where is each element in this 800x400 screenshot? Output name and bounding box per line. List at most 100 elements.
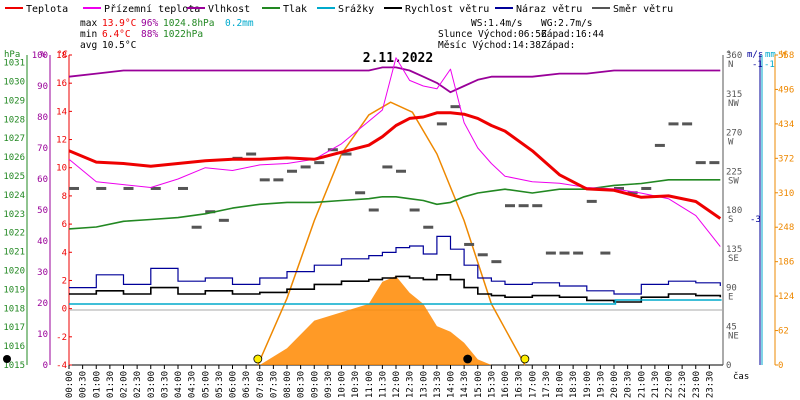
compass-tick-label: NW [728, 99, 739, 109]
stats-min-press: 1022hPa [163, 29, 203, 40]
axis-label-ms: m/s [747, 50, 763, 60]
x-tick-label: 22:00 [665, 371, 675, 398]
series-radiation-area [69, 276, 721, 365]
x-tick-label: 21:30 [651, 371, 661, 398]
hpa-tick-label: 1023 [3, 210, 25, 220]
hpa-tick-label: 1022 [3, 229, 25, 239]
temp-tick-label: 10 [56, 164, 67, 174]
hpa-tick-label: 1016 [3, 342, 25, 352]
hpa-tick-label: 1025 [3, 172, 25, 182]
x-tick-label: 10:30 [351, 371, 361, 398]
x-tick-label: 14:00 [447, 371, 457, 398]
hpa-tick-label: 1028 [3, 115, 25, 125]
x-tick-label: 01:00 [92, 371, 102, 398]
x-tick-label: 00:30 [79, 371, 89, 398]
stats-max-press: 1024.8hPa [163, 18, 214, 29]
x-tick-label: 17:00 [528, 371, 538, 398]
x-tick-label: 11:30 [378, 371, 388, 398]
direction-tick-label: 270 [726, 129, 742, 139]
x-tick-label: 04:00 [174, 371, 184, 398]
x-tick-label: 17:30 [542, 371, 552, 398]
x-tick-label: 22:30 [678, 371, 688, 398]
compass-tick-label: SW [728, 176, 739, 186]
plot-area [3, 57, 722, 366]
stats-sun-set: Západ:16:44 [541, 29, 604, 40]
x-tick-label: 12:00 [392, 371, 402, 398]
x-tick-label: 13:30 [433, 371, 443, 398]
x-tick-label: 12:30 [406, 371, 416, 398]
x-tick-label: 19:30 [596, 371, 606, 398]
x-tick-label: 08:00 [283, 371, 293, 398]
hpa-tick-label: 1029 [3, 96, 25, 106]
stats-wg: WG:2.7m/s [541, 18, 592, 29]
compass-tick-label: W [728, 138, 734, 148]
pct-tick-label: 40 [37, 237, 48, 247]
x-tick-label: 00:00 [65, 371, 75, 398]
x-tick-label: 06:30 [242, 371, 252, 398]
direction-tick-label: 45 [726, 322, 737, 332]
legend-label-vlhkost: Vlhkost [208, 4, 250, 15]
x-tick-label: 20:30 [624, 371, 634, 398]
direction-tick-label: 225 [726, 167, 742, 177]
marker-moonrise [463, 354, 473, 364]
axis-label-hpa: hPa [4, 50, 20, 60]
x-tick-label: 20:00 [610, 371, 620, 398]
x-tick-label: 23:30 [705, 371, 715, 398]
x-tick-label: 02:00 [120, 371, 130, 398]
x-tick-label: 07:30 [269, 371, 279, 398]
marker-sun [520, 354, 530, 364]
x-tick-label: 01:30 [106, 371, 116, 398]
compass-tick-label: E [728, 293, 733, 303]
axis-label-pct: % [40, 50, 46, 60]
direction-tick-label: 180 [726, 206, 742, 216]
x-tick-label: 14:30 [460, 371, 470, 398]
stats-block: max 13.9°C 96% 1024.8hPa 0.2mm min 6.4°C… [80, 18, 604, 51]
stats-avg-temp: 10.5°C [102, 40, 136, 51]
temp-tick-label: 12 [56, 136, 67, 146]
x-tick-label: 04:30 [188, 371, 198, 398]
x-tick-label: 02:30 [133, 371, 143, 398]
axis-label-deg: ° [726, 50, 731, 60]
pct-tick-label: 0 [43, 361, 48, 371]
series-rain-total [69, 299, 722, 305]
temp-tick-label: 2 [62, 276, 67, 286]
hpa-tick-label: 1020 [3, 266, 25, 276]
stats-avg-label: avg [80, 40, 97, 51]
temp-tick-label: 0 [62, 305, 67, 315]
chart-title: 2.11.2022 [363, 51, 433, 66]
pct-tick-label: 70 [37, 144, 48, 154]
x-tick-label: 16:30 [515, 371, 525, 398]
x-tick-label: 07:00 [256, 371, 266, 398]
axis-label-w: W [781, 50, 787, 60]
temp-tick-label: 6 [62, 220, 67, 230]
stats-sun: Slunce Východ:06:56 [438, 29, 547, 40]
stats-min-label: min [80, 29, 97, 40]
pct-tick-label: 30 [37, 268, 48, 278]
hpa-tick-label: 1030 [3, 77, 25, 87]
legend-label-teplota: Teplota [26, 4, 68, 15]
compass-tick-label: N [728, 60, 733, 70]
x-tick-label: 13:00 [419, 371, 429, 398]
stats-moon: Měsíc Východ:14:38 [438, 40, 541, 51]
legend-label-tlak: Tlak [283, 4, 307, 15]
x-tick-label: 18:00 [556, 371, 566, 398]
hpa-tick-label: 1018 [3, 304, 25, 314]
hpa-tick-label: 1021 [3, 248, 25, 258]
x-tick-label: 05:00 [201, 371, 211, 398]
legend-label-rychlost-vetru: Rychlost větru [405, 3, 489, 15]
radiation-tick-label: 558 [778, 51, 794, 61]
stats-max-label: max [80, 18, 97, 29]
ms-tick-label: -1 [752, 60, 763, 70]
x-tick-label: 05:30 [215, 371, 225, 398]
tick-labels: 1031103010291028102710261025102410231022… [3, 51, 794, 398]
x-tick-label: 03:30 [160, 371, 170, 398]
x-tick-label: 06:00 [229, 371, 239, 398]
stats-ws: WS:1.4m/s [471, 18, 522, 29]
stats-min-temp: 6.4°C [102, 29, 131, 40]
hpa-tick-label: 1015 [3, 361, 25, 371]
pct-tick-label: 100 [32, 51, 48, 61]
series-clear-sky-radiation [257, 101, 526, 366]
radiation-tick-label: 372 [778, 154, 794, 164]
radiation-tick-label: 186 [778, 258, 794, 268]
hpa-tick-label: 1031 [3, 59, 25, 69]
